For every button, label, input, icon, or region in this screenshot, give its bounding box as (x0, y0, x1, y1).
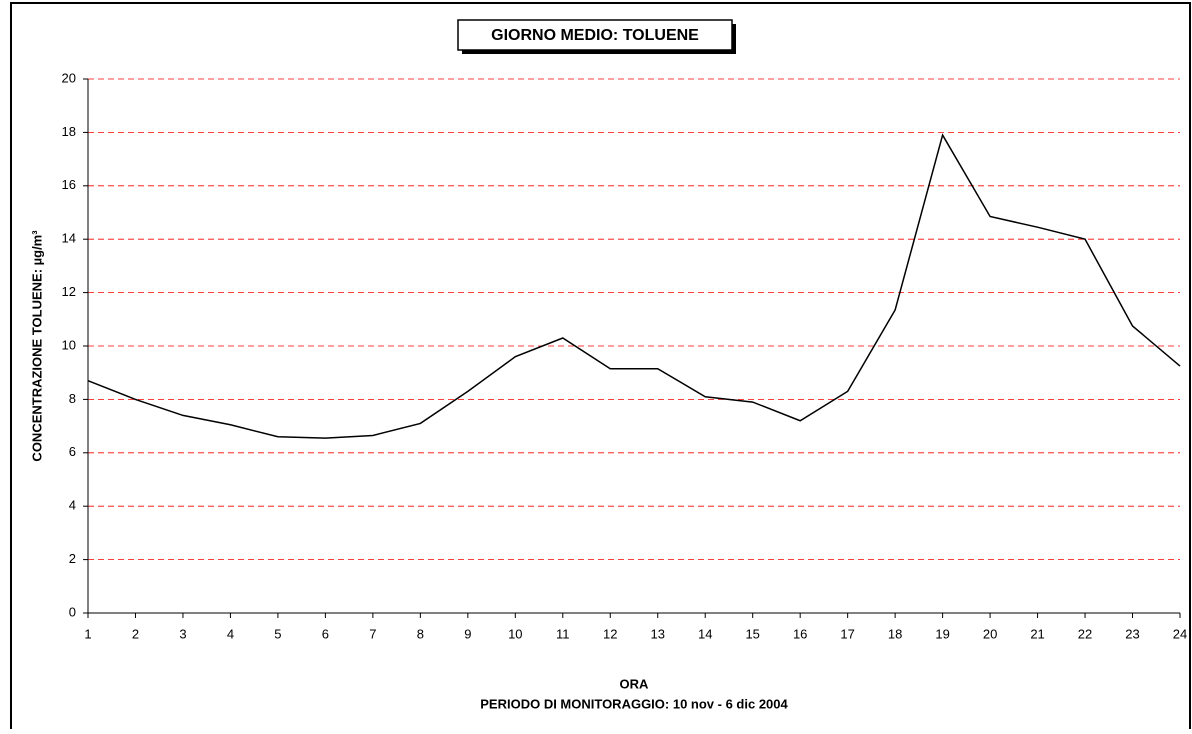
x-tick-label: 16 (793, 626, 807, 641)
x-tick-label: 13 (651, 626, 665, 641)
x-axis-label: ORA (620, 676, 650, 691)
x-tick-label: 5 (274, 626, 281, 641)
x-tick-label: 21 (1030, 626, 1044, 641)
chart-frame (10, 2, 1191, 729)
subtitle: PERIODO DI MONITORAGGIO: 10 nov - 6 dic … (480, 696, 788, 711)
data-line (87, 133, 1181, 439)
x-tick-label: 24 (1173, 626, 1187, 641)
x-tick-label: 12 (603, 626, 617, 641)
x-tick-label: 23 (1125, 626, 1139, 641)
x-tick-label: 7 (369, 626, 376, 641)
x-tick-label: 8 (417, 626, 424, 641)
x-tick-label: 3 (179, 626, 186, 641)
y-tick-label: 20 (62, 70, 76, 85)
x-tick-label: 15 (745, 626, 759, 641)
y-tick-label: 12 (62, 284, 76, 299)
x-tick-label: 19 (935, 626, 949, 641)
x-tick-label: 18 (888, 626, 902, 641)
x-tick-label: 17 (840, 626, 854, 641)
x-tick-label: 2 (132, 626, 139, 641)
x-tick-label: 6 (322, 626, 329, 641)
y-tick-label: 8 (69, 391, 76, 406)
y-tick-label: 14 (62, 231, 76, 246)
x-tick-label: 1 (84, 626, 91, 641)
y-tick-label: 4 (69, 498, 76, 513)
x-tick-label: 9 (464, 626, 471, 641)
y-tick-label: 0 (69, 604, 76, 619)
y-tick-label: 6 (69, 444, 76, 459)
chart-title: GIORNO MEDIO: TOLUENE (491, 27, 699, 44)
y-tick-label: 2 (69, 551, 76, 566)
x-tick-label: 4 (227, 626, 234, 641)
y-tick-label: 16 (62, 177, 76, 192)
x-tick-label: 11 (556, 626, 570, 641)
y-tick-label: 10 (62, 337, 76, 352)
x-tick-label: 10 (508, 626, 522, 641)
x-tick-label: 20 (983, 626, 997, 641)
title-box (457, 19, 733, 51)
x-tick-label: 14 (698, 626, 712, 641)
x-tick-label: 22 (1078, 626, 1092, 641)
y-tick-label: 18 (62, 124, 76, 139)
y-axis-label: CONCENTRAZIONE TOLUENE: µg/m³ (29, 230, 44, 462)
